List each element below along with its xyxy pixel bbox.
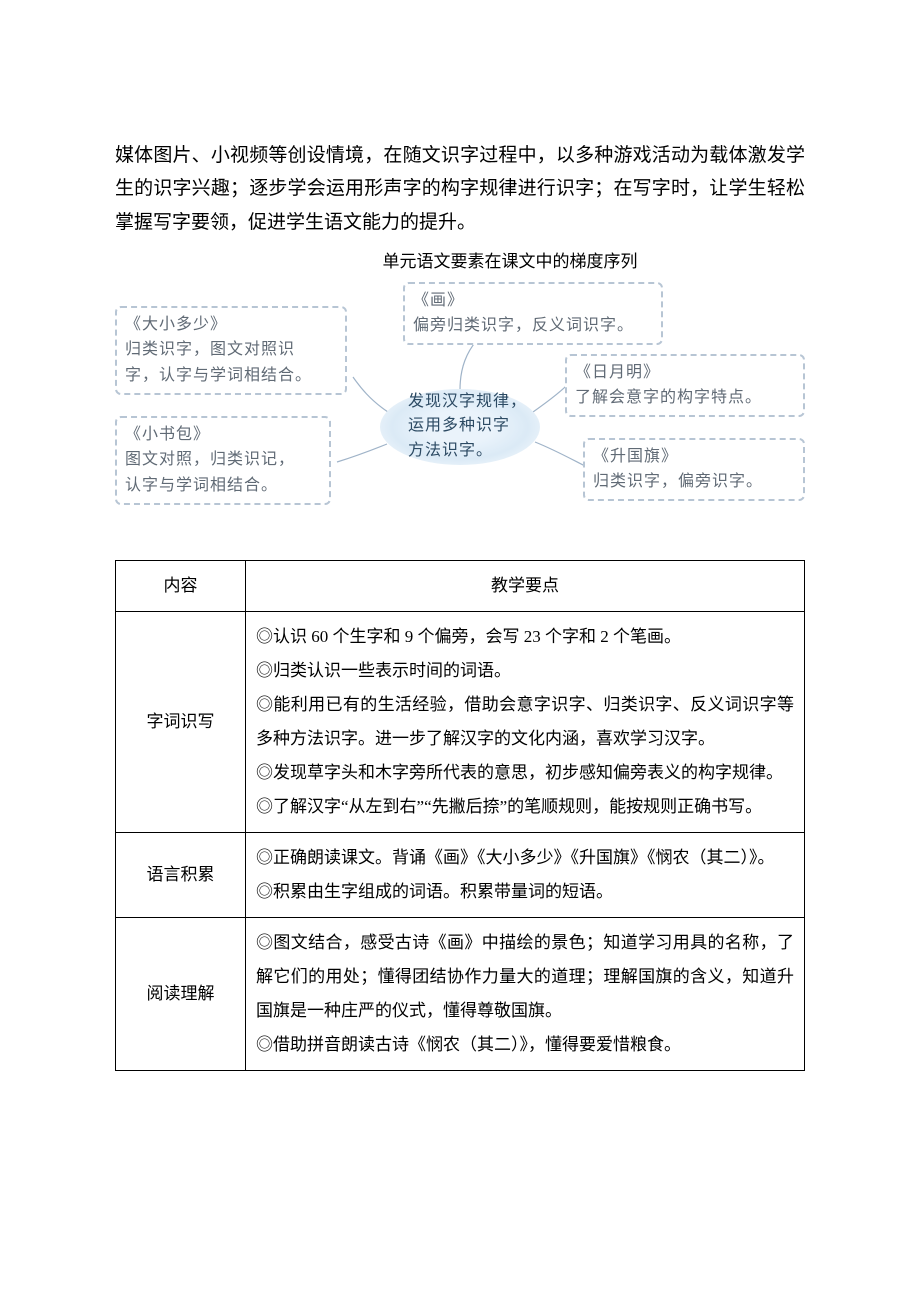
row-head-yuedu: 阅读理解: [116, 917, 246, 1070]
leaf-riyueming: 《日月明》 了解会意字的构字特点。: [565, 354, 805, 417]
row-head-zici: 字词识写: [116, 611, 246, 832]
row-body-yuyan: ◎正确朗读课文。背诵《画》《大小多少》《升国旗》《悯农（其二）》。 ◎积累由生字…: [246, 832, 805, 917]
leaf-daxiaoduoshao: 《大小多少》 归类识字，图文对照识 字，认字与学词相结合。: [115, 306, 347, 395]
leaf-title: 《大小多少》: [125, 312, 337, 338]
connector-line: [353, 377, 388, 412]
teaching-point: ◎了解汉字“从左到右”“先撇后捺”的笔顺规则，能按规则正确书写。: [256, 790, 794, 824]
teaching-point: ◎借助拼音朗读古诗《悯农（其二）》，懂得要爱惜粮食。: [256, 1028, 794, 1062]
leaf-shengguoqi: 《升国旗》 归类识字，偏旁识字。: [583, 438, 805, 501]
leaf-title: 《日月明》: [575, 360, 795, 386]
connector-line: [460, 340, 477, 390]
leaf-hua: 《画》 偏旁归类识字，反义词识字。: [403, 282, 663, 345]
page-container: 媒体图片、小视频等创设情境，在随文识字过程中，以多种游戏活动为载体激发学生的识字…: [0, 0, 920, 1131]
table-header-content: 内容: [116, 560, 246, 611]
teaching-point: ◎积累由生字组成的词语。积累带量词的短语。: [256, 875, 794, 909]
diagram-title: 单元语文要素在课文中的梯度序列: [115, 247, 805, 272]
leaf-body: 认字与学词相结合。: [125, 473, 321, 499]
row-head-yuyan: 语言积累: [116, 832, 246, 917]
teaching-points-table: 内容 教学要点 字词识写 ◎认识 60 个生字和 9 个偏旁，会写 23 个字和…: [115, 560, 805, 1071]
table-header-row: 内容 教学要点: [116, 560, 805, 611]
leaf-body: 归类识字，偏旁识字。: [593, 469, 795, 495]
leaf-xiaoshubao: 《小书包》 图文对照，归类识记， 认字与学词相结合。: [115, 416, 331, 505]
intro-paragraph: 媒体图片、小视频等创设情境，在随文识字过程中，以多种游戏活动为载体激发学生的识字…: [115, 139, 805, 239]
teaching-point: ◎认识 60 个生字和 9 个偏旁，会写 23 个字和 2 个笔画。: [256, 620, 794, 654]
leaf-title: 《升国旗》: [593, 444, 795, 470]
connector-line: [535, 442, 585, 466]
teaching-point: ◎能利用已有的生活经验，借助会意字识字、归类识字、反义词识字等多种方法识字。进一…: [256, 688, 794, 756]
center-line: 发现汉字规律，: [408, 390, 527, 415]
connector-line: [337, 444, 387, 462]
table-header-points: 教学要点: [246, 560, 805, 611]
center-line: 方法识字。: [408, 439, 493, 464]
diagram-container: 《画》 偏旁归类识字，反义词识字。 《日月明》 了解会意字的构字特点。 《升国旗…: [115, 282, 805, 542]
table-row: 字词识写 ◎认识 60 个生字和 9 个偏旁，会写 23 个字和 2 个笔画。 …: [116, 611, 805, 832]
leaf-title: 《小书包》: [125, 422, 321, 448]
teaching-point: ◎正确朗读课文。背诵《画》《大小多少》《升国旗》《悯农（其二）》。: [256, 841, 794, 875]
leaf-body: 字，认字与学词相结合。: [125, 363, 337, 389]
table-row: 阅读理解 ◎图文结合，感受古诗《画》中描绘的景色；知道学习用具的名称，了解它们的…: [116, 917, 805, 1070]
teaching-point: ◎发现草字头和木字旁所代表的意思，初步感知偏旁表义的构字规律。: [256, 756, 794, 790]
leaf-body: 偏旁归类识字，反义词识字。: [413, 313, 653, 339]
row-body-zici: ◎认识 60 个生字和 9 个偏旁，会写 23 个字和 2 个笔画。 ◎归类认识…: [246, 611, 805, 832]
leaf-title: 《画》: [413, 288, 653, 314]
teaching-point: ◎图文结合，感受古诗《画》中描绘的景色；知道学习用具的名称，了解它们的用处；懂得…: [256, 926, 794, 1028]
row-body-yuedu: ◎图文结合，感受古诗《画》中描绘的景色；知道学习用具的名称，了解它们的用处；懂得…: [246, 917, 805, 1070]
leaf-body: 图文对照，归类识记，: [125, 447, 321, 473]
teaching-point: ◎归类认识一些表示时间的词语。: [256, 654, 794, 688]
diagram-center-node: 发现汉字规律， 运用多种识字 方法识字。: [380, 389, 540, 465]
table-row: 语言积累 ◎正确朗读课文。背诵《画》《大小多少》《升国旗》《悯农（其二）》。 ◎…: [116, 832, 805, 917]
center-line: 运用多种识字: [408, 414, 510, 439]
leaf-body: 归类识字，图文对照识: [125, 337, 337, 363]
leaf-body: 了解会意字的构字特点。: [575, 385, 795, 411]
